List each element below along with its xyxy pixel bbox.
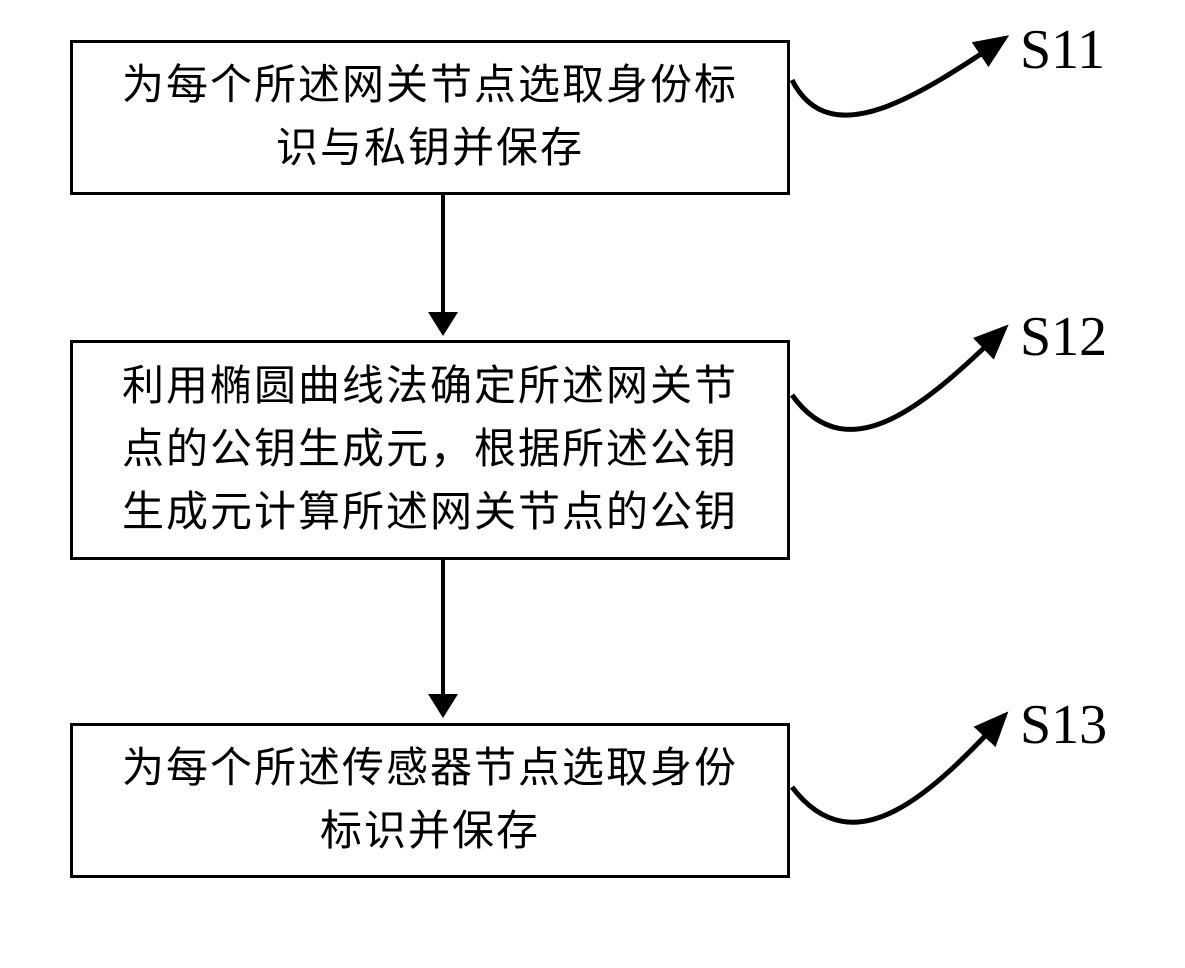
label-arrow-s13 (0, 0, 1185, 968)
flowchart-container: 为每个所述网关节点选取身份标识与私钥并保存 S11 利用椭圆曲线法确定所述网关节… (0, 0, 1185, 968)
